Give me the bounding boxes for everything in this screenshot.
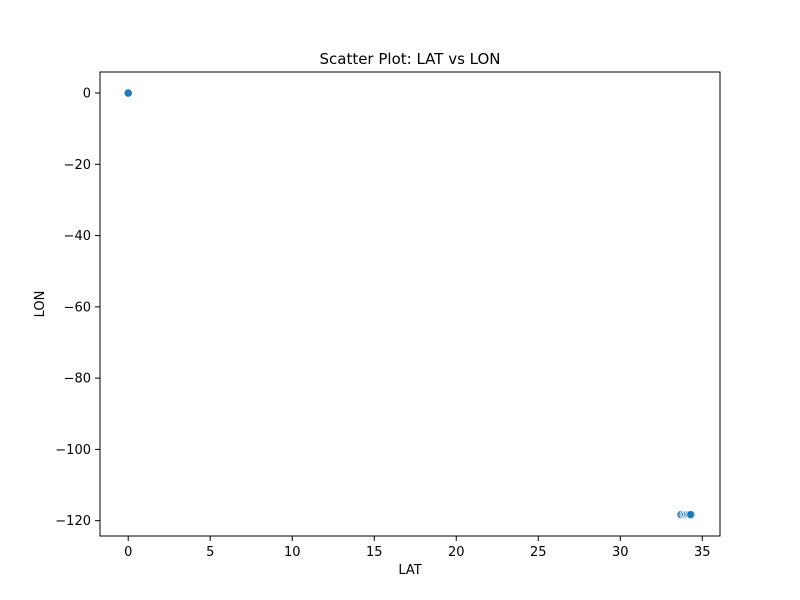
y-tick-label: −20	[64, 158, 91, 173]
x-tick-label: 30	[612, 545, 629, 560]
plot-area-frame	[99, 71, 721, 537]
x-tick-label: 5	[206, 545, 214, 560]
data-points	[123, 88, 696, 520]
x-tick-label: 35	[694, 545, 711, 560]
y-tick-label: −100	[55, 443, 91, 458]
y-tick-label: −120	[55, 514, 91, 529]
y-tick-label: 0	[83, 87, 91, 102]
y-tick-label: −80	[64, 372, 91, 387]
data-point	[686, 510, 696, 520]
y-axis-ticks: 0 −20 −40 −60 −80 −100 −120	[55, 87, 100, 529]
x-tick-label: 25	[530, 545, 547, 560]
x-tick-label: 0	[124, 545, 132, 560]
y-axis-label: LON	[33, 291, 48, 318]
data-point	[123, 88, 133, 98]
y-tick-label: −40	[64, 229, 91, 244]
chart-title: Scatter Plot: LAT vs LON	[319, 50, 500, 68]
x-axis-ticks: 0 5 10 15 20 25 30 35	[124, 536, 711, 560]
y-tick-label: −60	[64, 300, 91, 315]
x-tick-label: 15	[366, 545, 383, 560]
x-tick-label: 20	[448, 545, 465, 560]
x-tick-label: 10	[284, 545, 301, 560]
x-axis-label: LAT	[398, 563, 421, 578]
